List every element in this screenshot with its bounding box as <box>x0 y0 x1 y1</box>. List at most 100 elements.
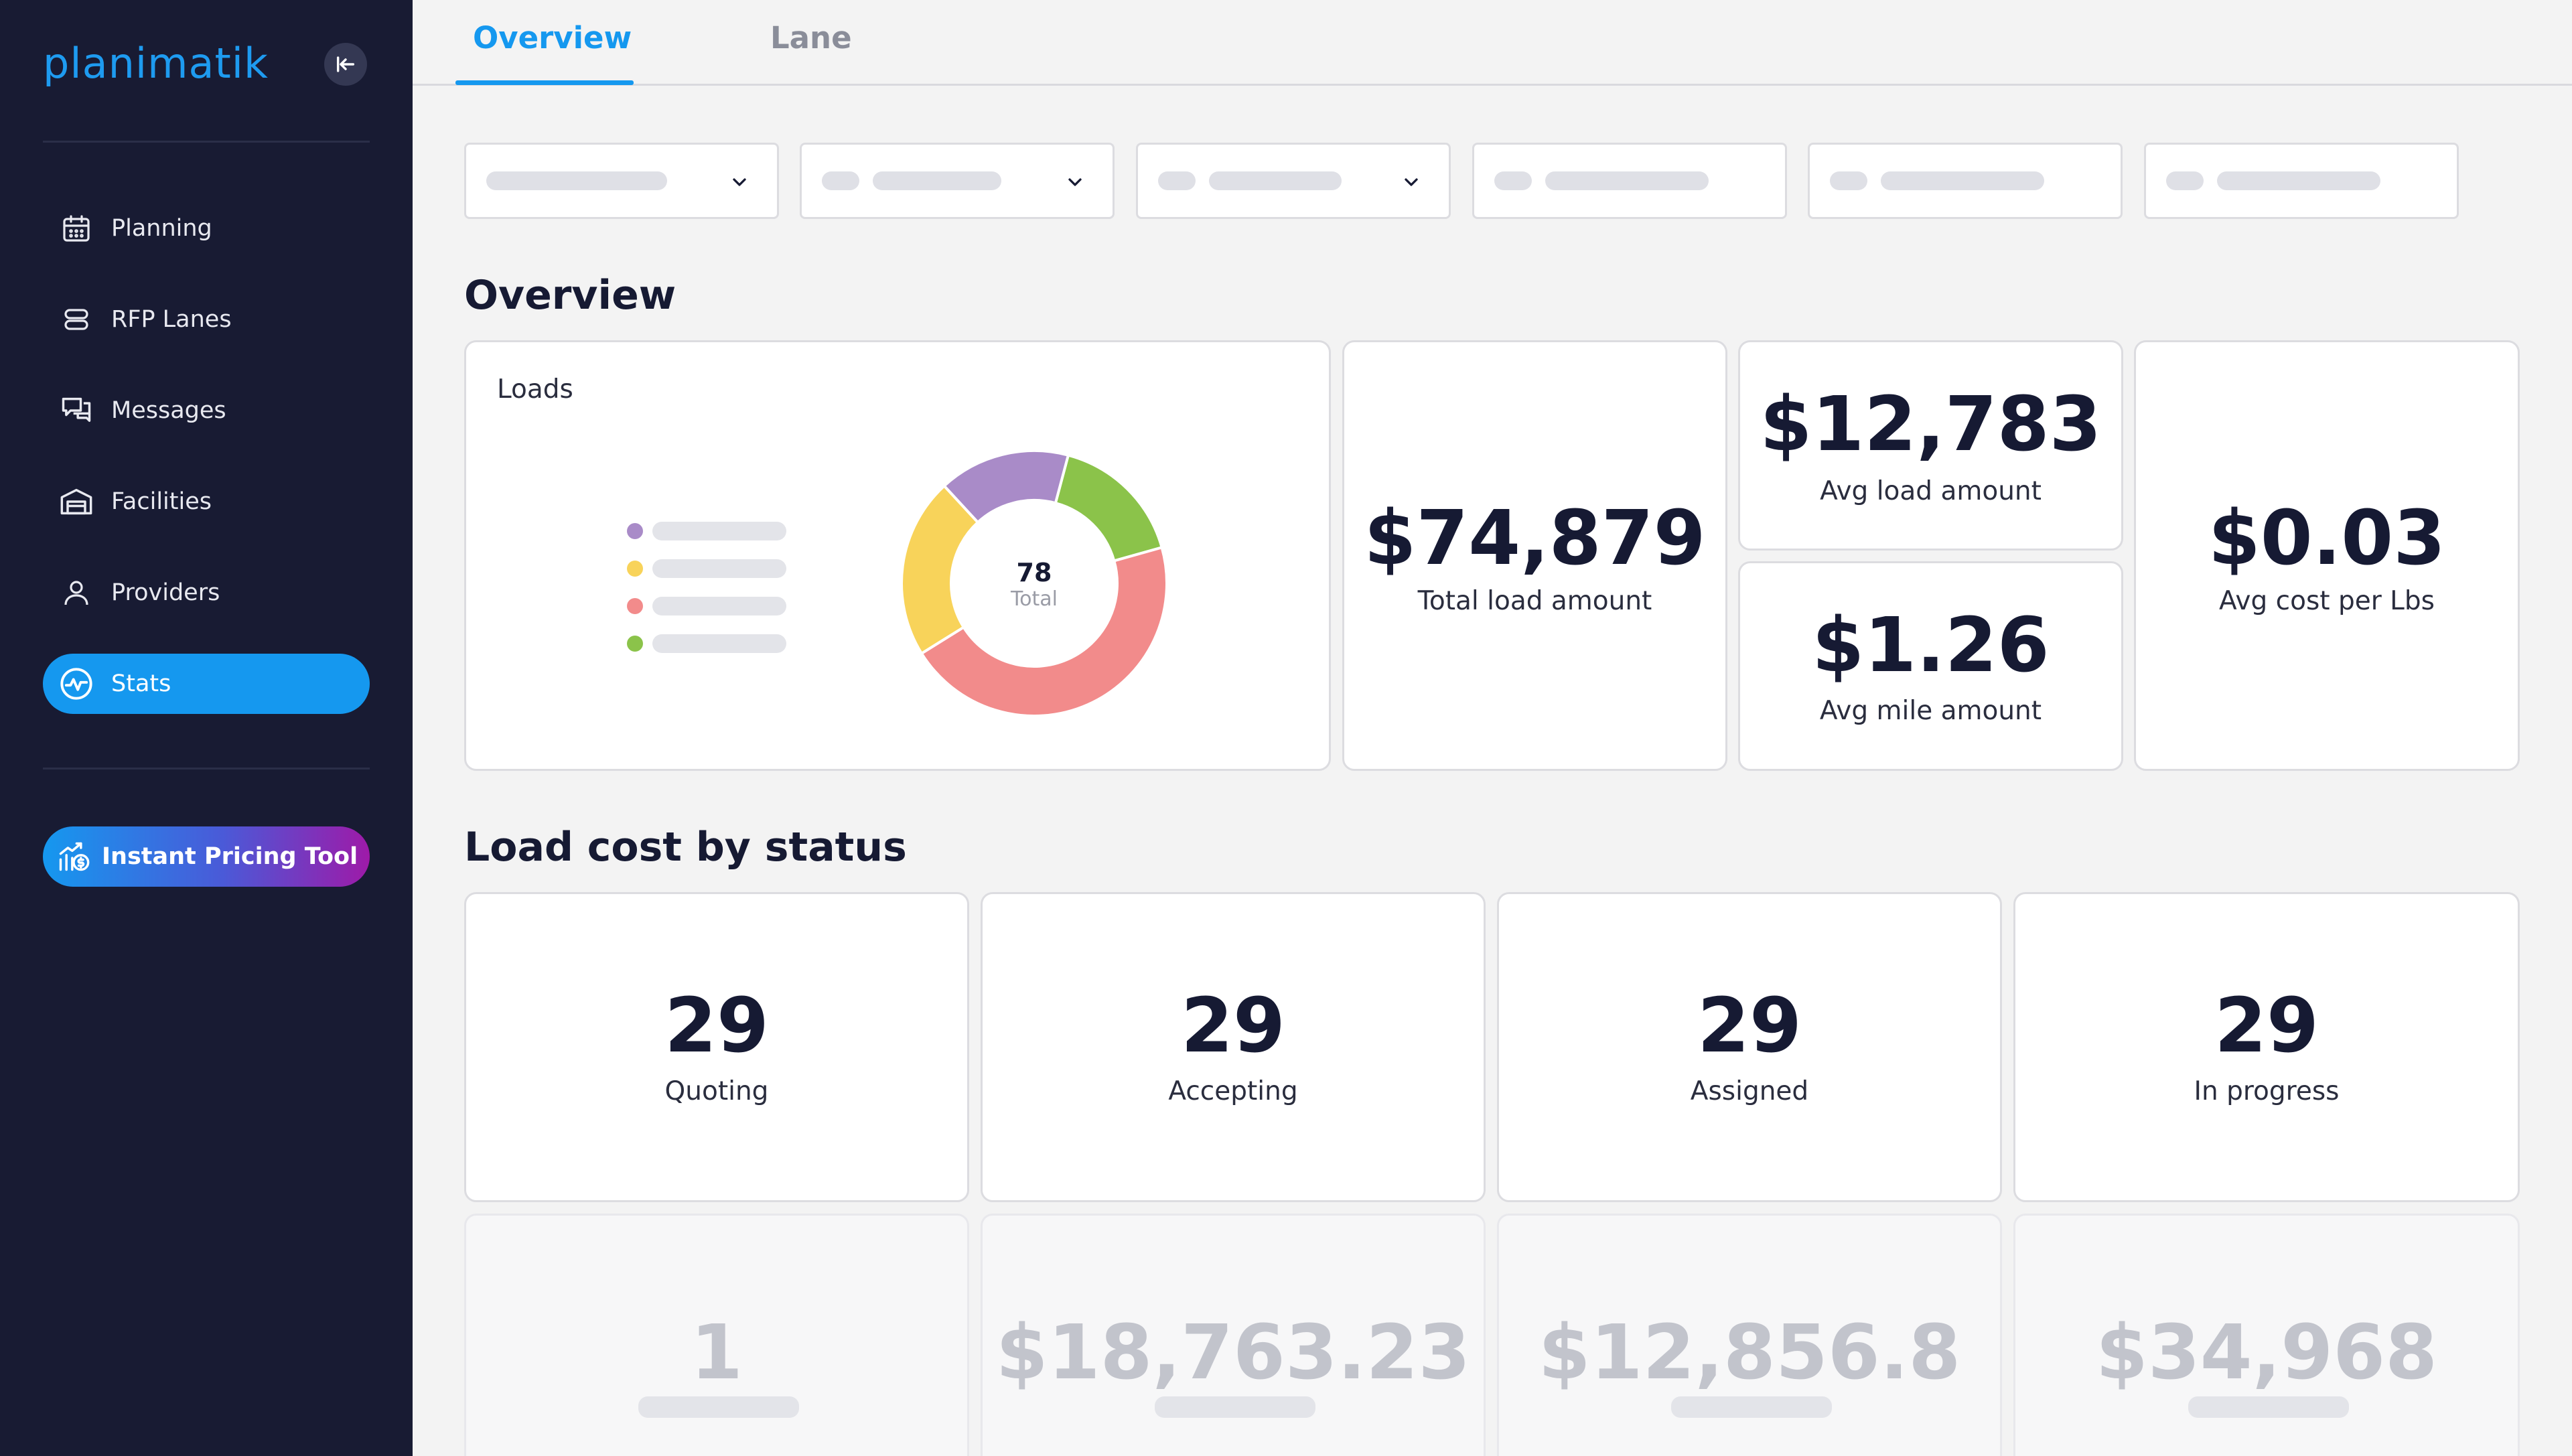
status-card-assigned: 29 Assigned <box>1497 892 2002 1202</box>
filter-placeholder <box>1545 171 1709 190</box>
legend-label-placeholder <box>652 597 786 615</box>
logo-text: planimatik <box>43 38 269 88</box>
total-load-amount-card: $74,879 Total load amount <box>1342 340 1727 771</box>
sidebar-item-messages[interactable]: Messages <box>43 380 370 441</box>
status-amount-value: $34,968 <box>2095 1309 2438 1396</box>
user-icon <box>58 574 95 611</box>
status-amount-label-placeholder <box>2188 1396 2349 1418</box>
filter-placeholder <box>1881 171 2044 190</box>
status-card-quoting: 29 Quoting <box>464 892 969 1202</box>
avg-mile-amount-card: $1.26 Avg mile amount <box>1738 561 2123 771</box>
logo[interactable]: planimatik <box>43 36 269 90</box>
calendar-icon <box>58 210 95 247</box>
status-count: 29 <box>1697 982 1802 1070</box>
sidebar-divider <box>43 141 370 143</box>
filter-dropdown[interactable] <box>800 143 1115 219</box>
avg-load-amount-card: $12,783 Avg load amount <box>1738 340 2123 551</box>
total-load-amount-label: Total load amount <box>1417 586 1652 616</box>
filter-placeholder-icon <box>822 171 859 190</box>
active-tab-indicator <box>455 80 634 85</box>
filter-placeholder-icon <box>2166 171 2204 190</box>
status-amount-value: $18,763.23 <box>995 1309 1471 1396</box>
donut-segment <box>1054 453 1164 563</box>
status-count: 29 <box>1181 982 1285 1070</box>
avg-cost-per-lbs-label: Avg cost per Lbs <box>2219 586 2435 616</box>
donut-segment <box>942 449 1070 524</box>
instant-pricing-tool-label: Instant Pricing Tool <box>102 843 358 870</box>
instant-pricing-tool-button[interactable]: Instant Pricing Tool <box>43 826 370 887</box>
status-amount-value: $12,856.8 <box>1538 1309 1961 1396</box>
donut-segment <box>920 545 1168 717</box>
status-label: Accepting <box>1168 1076 1298 1106</box>
legend-dot-green <box>627 636 643 652</box>
loads-card: Loads 78 Total <box>464 340 1331 771</box>
status-amount-label-placeholder <box>1155 1396 1315 1418</box>
chevron-down-icon <box>1068 178 1082 186</box>
sidebar-item-planning[interactable]: Planning <box>43 198 370 259</box>
sidebar-item-label: Facilities <box>111 488 212 515</box>
filter-placeholder-icon <box>1158 171 1196 190</box>
load-cost-section-title: Load cost by status <box>464 824 907 871</box>
status-card-in-progress: 29 In progress <box>2013 892 2520 1202</box>
status-label: Assigned <box>1690 1076 1809 1106</box>
chevron-down-icon <box>1405 178 1418 186</box>
legend-label-placeholder <box>652 522 786 540</box>
overview-section-title: Overview <box>464 272 676 319</box>
sidebar: planimatik Planning RFP Lanes Messages F… <box>0 0 413 1456</box>
sidebar-item-facilities[interactable]: Facilities <box>43 471 370 532</box>
sidebar-item-stats[interactable]: Stats <box>43 654 370 714</box>
status-label: Quoting <box>664 1076 769 1106</box>
chart-dollar-icon <box>55 838 92 875</box>
legend-label-placeholder <box>652 634 786 653</box>
filter-input[interactable] <box>2144 143 2459 219</box>
filter-placeholder-icon <box>1494 171 1532 190</box>
legend-dot-yellow <box>627 561 643 577</box>
status-amount-value: 1 <box>691 1309 743 1396</box>
status-amount-card: $18,763.23 <box>981 1214 1486 1456</box>
tab-overview[interactable]: Overview <box>473 20 632 56</box>
filter-input[interactable] <box>1472 143 1787 219</box>
chevron-down-icon <box>733 178 746 186</box>
filter-placeholder <box>873 171 1001 190</box>
status-amount-label-placeholder <box>638 1396 799 1418</box>
donut-total-label: Total <box>1010 587 1058 611</box>
filter-dropdown[interactable] <box>464 143 779 219</box>
sidebar-item-rfp-lanes[interactable]: RFP Lanes <box>43 289 370 350</box>
status-card-accepting: 29 Accepting <box>981 892 1486 1202</box>
legend-dot-red <box>627 598 643 614</box>
avg-load-amount-value: $12,783 <box>1760 381 2102 468</box>
filter-placeholder-icon <box>1830 171 1867 190</box>
collapse-sidebar-button[interactable] <box>324 43 367 86</box>
avg-mile-amount-label: Avg mile amount <box>1819 696 2042 726</box>
status-amount-card: $34,968 <box>2013 1214 2520 1456</box>
activity-icon <box>58 665 95 703</box>
status-count: 29 <box>664 982 769 1070</box>
status-label: In progress <box>2194 1076 2340 1106</box>
legend-dot-purple <box>627 523 643 539</box>
loads-card-title: Loads <box>497 374 573 405</box>
warehouse-icon <box>58 483 95 520</box>
total-load-amount-value: $74,879 <box>1364 495 1706 582</box>
tab-lane[interactable]: Lane <box>770 20 852 56</box>
sidebar-item-providers[interactable]: Providers <box>43 563 370 623</box>
avg-mile-amount-value: $1.26 <box>1812 602 2050 689</box>
chat-icon <box>58 392 95 429</box>
status-amount-label-placeholder <box>1671 1396 1832 1418</box>
tab-bar: Overview Lane <box>413 0 2572 86</box>
sidebar-item-label: Messages <box>111 397 226 424</box>
stack-icon <box>58 301 95 338</box>
filter-dropdown[interactable] <box>1136 143 1451 219</box>
sidebar-item-label: RFP Lanes <box>111 306 232 333</box>
avg-load-amount-label: Avg load amount <box>1820 476 2042 506</box>
status-amount-card: 1 <box>464 1214 969 1456</box>
sidebar-item-label: Providers <box>111 579 220 606</box>
donut-segment <box>900 484 980 656</box>
donut-total-value: 78 <box>1016 558 1052 587</box>
status-amount-card: $12,856.8 <box>1497 1214 2002 1456</box>
loads-donut-chart <box>900 449 1168 717</box>
collapse-left-icon <box>336 56 355 72</box>
avg-cost-per-lbs-value: $0.03 <box>2208 495 2446 582</box>
filter-placeholder <box>486 171 667 190</box>
filter-input[interactable] <box>1808 143 2123 219</box>
sidebar-divider <box>43 768 370 770</box>
